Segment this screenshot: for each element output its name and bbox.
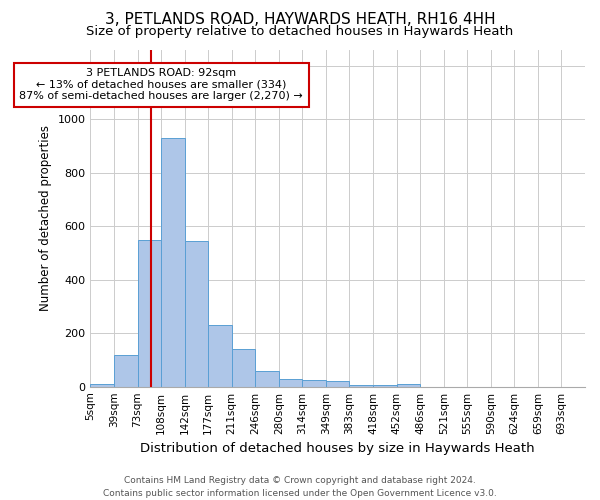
Text: 3, PETLANDS ROAD, HAYWARDS HEATH, RH16 4HH: 3, PETLANDS ROAD, HAYWARDS HEATH, RH16 4…	[104, 12, 496, 28]
Bar	[326, 382, 349, 386]
Bar	[114, 354, 137, 386]
Text: 3 PETLANDS ROAD: 92sqm
← 13% of detached houses are smaller (334)
87% of semi-de: 3 PETLANDS ROAD: 92sqm ← 13% of detached…	[19, 68, 303, 102]
Bar	[232, 350, 255, 387]
Bar	[161, 138, 185, 386]
Text: Size of property relative to detached houses in Haywards Heath: Size of property relative to detached ho…	[86, 25, 514, 38]
Y-axis label: Number of detached properties: Number of detached properties	[39, 126, 52, 312]
Bar	[397, 384, 420, 386]
X-axis label: Distribution of detached houses by size in Haywards Heath: Distribution of detached houses by size …	[140, 442, 535, 455]
Bar	[137, 240, 161, 386]
Bar	[91, 384, 114, 386]
Bar	[185, 241, 208, 386]
Bar	[208, 325, 232, 386]
Bar	[302, 380, 326, 386]
Bar	[255, 370, 279, 386]
Bar	[279, 378, 302, 386]
Text: Contains HM Land Registry data © Crown copyright and database right 2024.
Contai: Contains HM Land Registry data © Crown c…	[103, 476, 497, 498]
